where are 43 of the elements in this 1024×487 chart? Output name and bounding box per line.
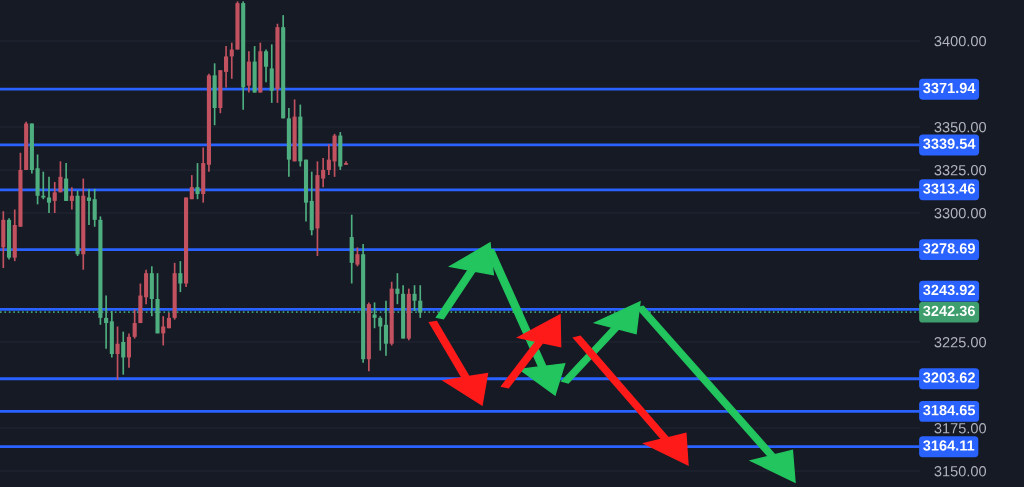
ref-line-label: 3313.46 [923,183,975,194]
ref-line-label: 3371.94 [923,82,976,94]
candlestick [104,294,109,350]
y-tick-label: 3325.00 [934,165,987,176]
ref-line-label: 3243.92 [923,284,975,296]
candlestick [132,308,137,340]
candlestick [126,332,132,369]
ref-line-label: 3242.36 [923,305,975,317]
ref-line-label: 3203.62 [923,372,975,383]
candlestick [372,301,377,330]
candlestick [86,188,92,226]
candlestick [58,160,63,194]
candlestick [195,162,200,201]
candlestick [178,260,183,293]
ref-line-label: 3339.54 [923,138,976,149]
candlestick [52,181,57,214]
y-tick-label: 3225.00 [934,337,987,348]
y-tick-label: 3350.00 [934,122,987,133]
y-tick-label: 3300.00 [934,208,987,219]
candlestick [46,176,52,214]
candlestick [395,272,400,305]
candlestick [115,325,120,381]
candlestick [321,157,326,188]
candlestick [69,186,74,211]
candlestick [412,284,417,312]
y-tick-label: 3175.00 [934,423,987,434]
candlestick [92,188,97,228]
ref-line-label: 3184.65 [923,404,976,416]
candlestick [418,284,423,319]
candlestick [224,45,229,89]
candlestick [263,48,269,84]
y-tick-label: 3150.00 [934,466,987,477]
candlestick [378,315,383,352]
candlestick [383,299,389,357]
ref-line-label: 3278.69 [923,243,975,254]
candlestick [269,43,274,104]
candlestick [121,330,126,376]
candlestick [189,174,194,201]
candlestick [326,143,331,176]
y-tick-label: 3400.00 [934,36,987,47]
candlestick [64,162,69,202]
candlestick [355,246,360,268]
ref-line-label: 3164.11 [923,440,975,451]
